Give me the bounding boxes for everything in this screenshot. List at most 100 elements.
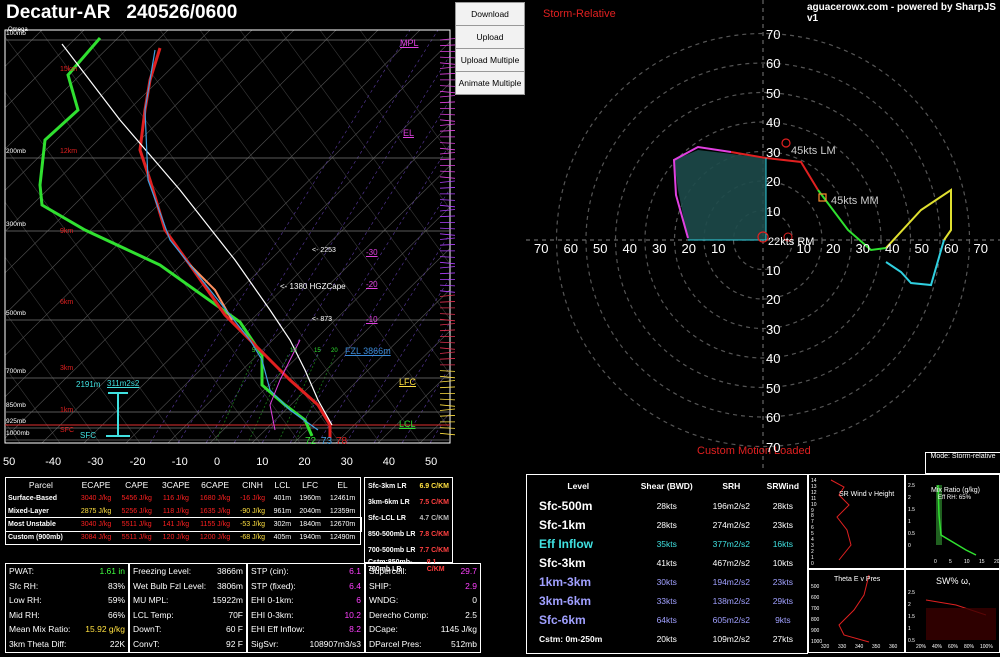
wind-cell: 23kts xyxy=(772,576,794,587)
credit-text: aguacerowx.com - powered by SharpJS v1 xyxy=(807,2,996,24)
wind-cell: 16kts xyxy=(772,538,794,549)
index-row: LCL Temp: 70F xyxy=(130,608,246,623)
mini-tick: 0.5 xyxy=(908,531,915,537)
index-value: 70F xyxy=(228,609,243,620)
mini-tick: 0 xyxy=(811,560,814,567)
parcel-cell: 961m xyxy=(273,508,292,515)
height-label: SFC xyxy=(60,427,74,434)
index-value: 0 xyxy=(472,595,477,606)
wind-cell: Sfc-1km xyxy=(539,517,586,532)
wind-row: Sfc-3km 41kts 467m2/s2 10kts xyxy=(527,553,807,572)
hodo-trace-low xyxy=(672,145,732,239)
wind-cell: 23kts xyxy=(772,519,794,530)
mini-tick: 80% xyxy=(964,644,975,650)
parcel-cell: 1840m xyxy=(299,521,321,528)
wind-cell: 28kts xyxy=(656,500,677,511)
wind-cell: 10kts xyxy=(772,557,794,568)
index-label: DParcel Pres: xyxy=(369,638,422,649)
mini-tick: 9 xyxy=(811,507,814,514)
hodo-y-tick: 30 xyxy=(766,321,781,337)
mini-tick: 2.5 xyxy=(908,483,915,489)
height-label: 6km xyxy=(60,299,74,306)
lapse-row: Sfc-LCL LR 4.7 C/KM xyxy=(365,510,452,526)
dewpoint-trace xyxy=(38,37,314,437)
temp-axis-label: 50 xyxy=(3,456,16,468)
mm-label: 45kts MM xyxy=(831,195,879,207)
station-name: Decatur-AR xyxy=(6,2,111,23)
left-mover-marker xyxy=(781,138,791,148)
storm-relative-label: Storm-Relative xyxy=(543,8,616,20)
isotherm-neg20-label: -20 xyxy=(366,280,378,289)
index-value: 22K xyxy=(109,638,125,649)
wetbulb-trace xyxy=(144,49,319,431)
hodo-y-tick: 60 xyxy=(766,410,781,425)
wind-row: 1km-3km 30kts 194m2/s2 23kts xyxy=(527,572,807,591)
parcel-cell: 302m xyxy=(273,521,292,528)
cape-label-2: <- 873 xyxy=(312,316,333,323)
mini-tick: 2 xyxy=(908,602,911,608)
index-label: WNDG: xyxy=(369,595,399,606)
index-label: SHIP: xyxy=(369,580,392,591)
index-row: Mid RH: 66% xyxy=(6,608,128,623)
mini-tick: 500 xyxy=(811,584,820,590)
temp-axis-label: -40 xyxy=(45,456,62,468)
parcel-cell: Most Unstable xyxy=(8,521,56,528)
skewt-diagram xyxy=(4,29,455,444)
mini-tick: 20 xyxy=(994,559,1000,565)
wind-header: SRWind xyxy=(766,481,800,491)
mini-tick: 1 xyxy=(908,519,911,525)
mini-tick: 4 xyxy=(811,537,814,543)
wind-row: Sfc-1km 28kts 274m2/s2 23kts xyxy=(527,515,807,534)
index-label: DCape: xyxy=(369,624,398,635)
parcel-row: Mixed-Layer 2875 J/kg 5256 J/kg 118 J/kg 163… xyxy=(6,505,361,518)
index-row: DParcel Pres: 512mb xyxy=(366,637,480,652)
mode-toggle[interactable]: Mode: Storm-relative xyxy=(925,452,1000,474)
index-label: Derecho Comp: xyxy=(369,609,429,620)
mini-tick: 330 xyxy=(838,644,847,650)
index-label: STP (fixed): xyxy=(251,580,296,591)
parcel-cell: -53 J/kg xyxy=(240,521,265,528)
parcel-cell: 5456 J/kg xyxy=(121,495,152,502)
parcel-header: Parcel xyxy=(28,480,53,490)
eff-sfc-label: SFC xyxy=(80,431,96,440)
parcel-row: Surface-Based 3040 J/kg 5456 J/kg 116 J/kg 1… xyxy=(6,492,361,505)
parcel-cell: Custom (900mb) xyxy=(8,534,63,541)
parcel-cell: 3040 J/kg xyxy=(80,521,112,528)
parcel-cell: 1960m xyxy=(299,495,321,502)
custom-motion-marker xyxy=(783,232,793,242)
index-value: 108907m3/s3 xyxy=(309,638,361,649)
hodo-y-tick: 30 xyxy=(766,144,781,160)
sr-wind-height-panel: SR Wind v Height 14 13 12 11 10 9 8 7 6 5 4 3 2 1 0 xyxy=(808,474,905,569)
wind-cell: 33kts xyxy=(656,595,677,606)
lapse-value: 7.8 C/KM xyxy=(419,530,449,538)
wind-row: Eff Inflow 35kts 377m2/s2 16kts xyxy=(527,534,807,553)
parcel-cell: 118 J/kg xyxy=(162,508,189,515)
parcel-cell: 12461m xyxy=(329,495,356,502)
wind-cell: 29kts xyxy=(772,595,794,606)
index-label: Mean Mix Ratio: xyxy=(9,624,71,635)
pressure-label: 925mb xyxy=(6,418,26,425)
lapse-value: 8.1 C/KM xyxy=(426,559,445,573)
mini-tick: 10 xyxy=(811,501,817,508)
level-index-box: Freezing Level: 3866m Wet Bulb Fzl Level: 3… xyxy=(129,563,247,653)
index-row: DCape: 1145 J/kg xyxy=(366,622,480,637)
parcel-header: LCL xyxy=(274,480,291,490)
lapse-value: 7.7 C/KM xyxy=(419,546,449,554)
animate-multiple-button[interactable]: Animate Multiple xyxy=(455,71,525,95)
index-value: 3806m xyxy=(217,580,243,591)
hodo-y-tick: 10 xyxy=(766,262,781,278)
wind-cell: 64kts xyxy=(656,614,677,625)
index-label: LCL Temp: xyxy=(133,609,174,620)
index-value: 66% xyxy=(107,609,125,620)
upload-button[interactable]: Upload xyxy=(455,25,525,49)
hodo-trace-high xyxy=(885,188,952,249)
download-button[interactable]: Download xyxy=(455,2,525,26)
parcel-header: LFC xyxy=(302,480,319,490)
upload-multiple-button[interactable]: Upload Multiple xyxy=(455,48,525,72)
mini-tick: 1.5 xyxy=(908,614,915,620)
hodo-y-tick: 60 xyxy=(766,56,781,71)
mini-tick: 20% xyxy=(916,644,927,650)
index-label: Supercell: xyxy=(369,566,407,577)
index-row: PWAT: 1.61 in xyxy=(6,564,128,579)
mpl-label: MPL xyxy=(400,38,419,48)
